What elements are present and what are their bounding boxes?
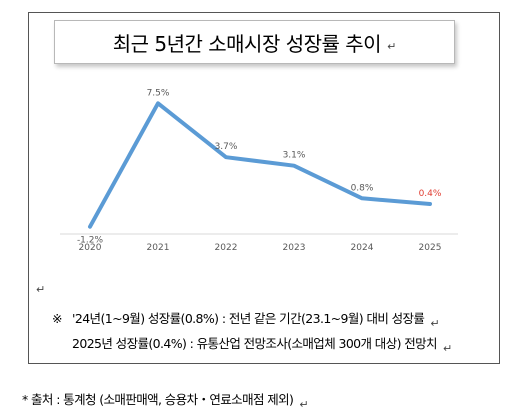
data-point-2021 <box>156 101 160 105</box>
x-tick-label-2025: 2025 <box>419 243 442 253</box>
chart-title: 최근 5년간 소매시장 성장률 추이 <box>112 31 382 56</box>
data-point-2023 <box>292 164 296 168</box>
return-mark: ↵ <box>387 39 397 53</box>
note-line-2: 2025년 성장률(0.4%) : 유통산업 전망조사(소매업체 300개 대상… <box>72 333 452 355</box>
data-label-2021: 7.5% <box>147 88 170 98</box>
series-layer <box>88 101 432 229</box>
x-tick-label-2024: 2024 <box>351 243 374 253</box>
x-tick-label-2022: 2022 <box>215 243 238 253</box>
x-tick-label-2020: 2020 <box>79 243 102 253</box>
return-mark: ↵ <box>299 398 308 411</box>
data-label-2022: 3.7% <box>215 142 238 152</box>
figure-frame <box>28 12 500 364</box>
data-label-2024: 0.8% <box>351 183 374 193</box>
data-label-2023: 3.1% <box>283 151 306 161</box>
source-text: * 출처 : 통계청 (소매판매액, 승용차・연료소매점 제외) <box>22 392 294 407</box>
source-line: * 출처 : 통계청 (소매판매액, 승용차・연료소매점 제외) ↵ <box>22 389 309 411</box>
growth-rate-line <box>88 101 432 229</box>
reference-mark: ※ <box>52 311 62 326</box>
data-label-2025: 0.4% <box>419 189 442 199</box>
return-mark: ↵ <box>442 342 452 355</box>
data-point-2022 <box>224 155 228 159</box>
return-mark: ↵ <box>36 283 46 296</box>
chart-title-box: 최근 5년간 소매시장 성장률 추이 ↵ <box>54 20 455 64</box>
data-label-layer: -1.2% 7.5% 3.7% 3.1% 0.8% 0.4% <box>77 88 442 245</box>
data-point-2024 <box>360 196 364 200</box>
note-line-1: ※ '24년(1~9월) 성장률(0.8%) : 전년 같은 기간(23.1~9월… <box>52 308 440 330</box>
note-text-2: 2025년 성장률(0.4%) : 유통산업 전망조사(소매업체 300개 대상… <box>72 336 438 351</box>
x-tick-label-2021: 2021 <box>147 243 170 253</box>
note-text-1: '24년(1~9월) 성장률(0.8%) : 전년 같은 기간(23.1~9월)… <box>72 311 425 326</box>
x-tick-label-2023: 2023 <box>283 243 306 253</box>
x-tick-layer: 2020 2021 2022 2023 2024 2025 <box>79 243 442 253</box>
data-label-2020: -1.2% <box>77 236 104 246</box>
data-point-2025 <box>428 202 432 206</box>
data-point-2020 <box>88 225 92 229</box>
return-mark: ↵ <box>430 317 439 330</box>
